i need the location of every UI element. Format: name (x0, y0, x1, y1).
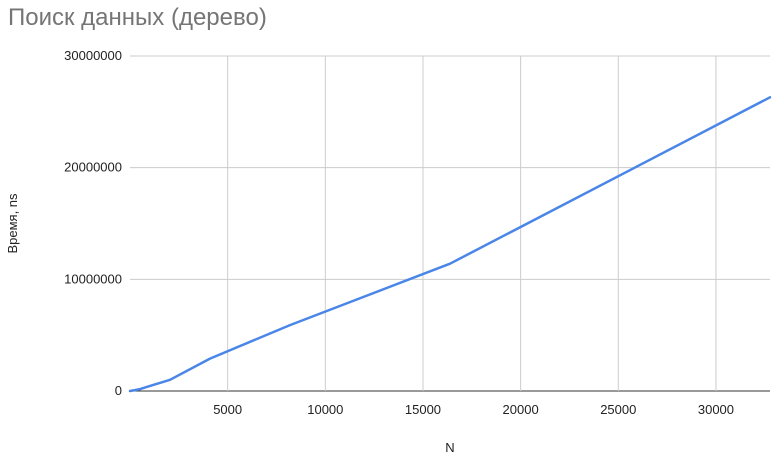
series-line (128, 96, 772, 393)
y-tick-label: 10000000 (64, 271, 122, 286)
y-tick-label: 30000000 (64, 48, 122, 63)
x-tick-label: 10000 (307, 402, 343, 417)
y-axis-title: Время, ns (5, 193, 20, 254)
x-tick-label: 20000 (503, 402, 539, 417)
y-tick-label: 20000000 (64, 160, 122, 175)
chart-title: Поиск данных (дерево) (8, 4, 267, 31)
x-tick-label: 15000 (405, 402, 441, 417)
x-tick-label: 5000 (213, 402, 242, 417)
x-tick-label: 25000 (600, 402, 636, 417)
x-axis-title: N (445, 440, 454, 455)
x-tick-label: 30000 (698, 402, 734, 417)
gridlines (130, 55, 770, 392)
y-tick-label: 0 (115, 383, 122, 398)
tick-labels: 0 10000000 20000000 30000000 5000 10000 15000 2… (64, 48, 734, 417)
series-layer (128, 96, 772, 393)
